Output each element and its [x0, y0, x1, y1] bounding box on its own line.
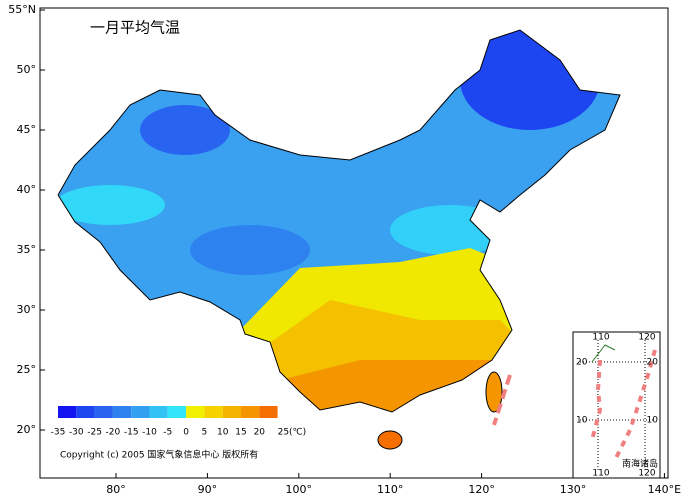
- lat-label: 30°: [17, 303, 37, 316]
- lon-label: 140°E: [648, 483, 681, 496]
- legend-swatch: [186, 406, 205, 418]
- legend-label: -20: [106, 428, 121, 438]
- inset-coast: [591, 344, 616, 363]
- hainan: [377, 430, 403, 450]
- inset-label: 120: [638, 333, 655, 343]
- boundary-dash: [492, 374, 512, 426]
- lat-label: 35°: [17, 243, 37, 256]
- inset-label: 10: [647, 416, 659, 426]
- lon-label: 100°: [286, 483, 313, 496]
- lat-label: 45°: [17, 123, 37, 136]
- inset-label: 20: [647, 358, 659, 368]
- lat-label: 40°: [17, 183, 37, 196]
- legend-label: 25(℃): [278, 428, 307, 438]
- legend-swatch: [112, 406, 132, 418]
- legend-swatch: [149, 406, 168, 418]
- inset-label: 110: [592, 333, 609, 343]
- inset-label: 110: [592, 469, 609, 479]
- copyright: Copyright (c) 2005 国家气象信息中心 版权所有: [60, 449, 258, 461]
- legend-swatch: [222, 406, 241, 418]
- inset-name: 南海诸岛: [622, 458, 658, 470]
- legend-swatch: [76, 406, 95, 418]
- legend-label: -25: [87, 428, 102, 438]
- inset-label: 20: [576, 358, 588, 368]
- lon-label: 120°: [468, 483, 495, 496]
- legend-label: -5: [163, 428, 172, 438]
- lat-label: 55°N: [8, 3, 36, 16]
- inset-label: 10: [576, 416, 588, 426]
- lon-label: 90°: [198, 483, 218, 496]
- map-title: 一月平均气温: [90, 19, 180, 37]
- inset-boundary: [590, 349, 657, 461]
- lat-label: 50°: [17, 63, 37, 76]
- legend-label: 10: [217, 428, 229, 438]
- lon-label: 130°: [560, 483, 587, 496]
- legend: -35 -30 -25 -20 -15 -10 -5 0 5 10 15 20 25(℃): [51, 406, 307, 438]
- legend-label: 0: [183, 428, 189, 438]
- legend-swatch: [241, 406, 260, 418]
- legend-label: 20: [254, 428, 266, 438]
- legend-label: -35: [51, 428, 66, 438]
- legend-swatch: [94, 406, 113, 418]
- legend-swatch: [204, 406, 223, 418]
- lat-label: 25°: [17, 363, 37, 376]
- legend-label: -10: [142, 428, 157, 438]
- border: [57, 29, 621, 413]
- legend-swatch: [131, 406, 150, 418]
- legend-swatch: [167, 406, 187, 418]
- legend-label: -15: [124, 428, 139, 438]
- taiwan: [485, 371, 503, 413]
- inset-label: 120: [638, 469, 655, 479]
- lat-label: 20°: [17, 423, 37, 436]
- legend-label: -30: [69, 428, 84, 438]
- lon-label: 80°: [106, 483, 126, 496]
- legend-swatch: [259, 406, 278, 418]
- legend-label: 5: [202, 428, 208, 438]
- lon-label: 110°: [377, 483, 404, 496]
- legend-label: 15: [235, 428, 246, 438]
- legend-swatch: [58, 406, 77, 418]
